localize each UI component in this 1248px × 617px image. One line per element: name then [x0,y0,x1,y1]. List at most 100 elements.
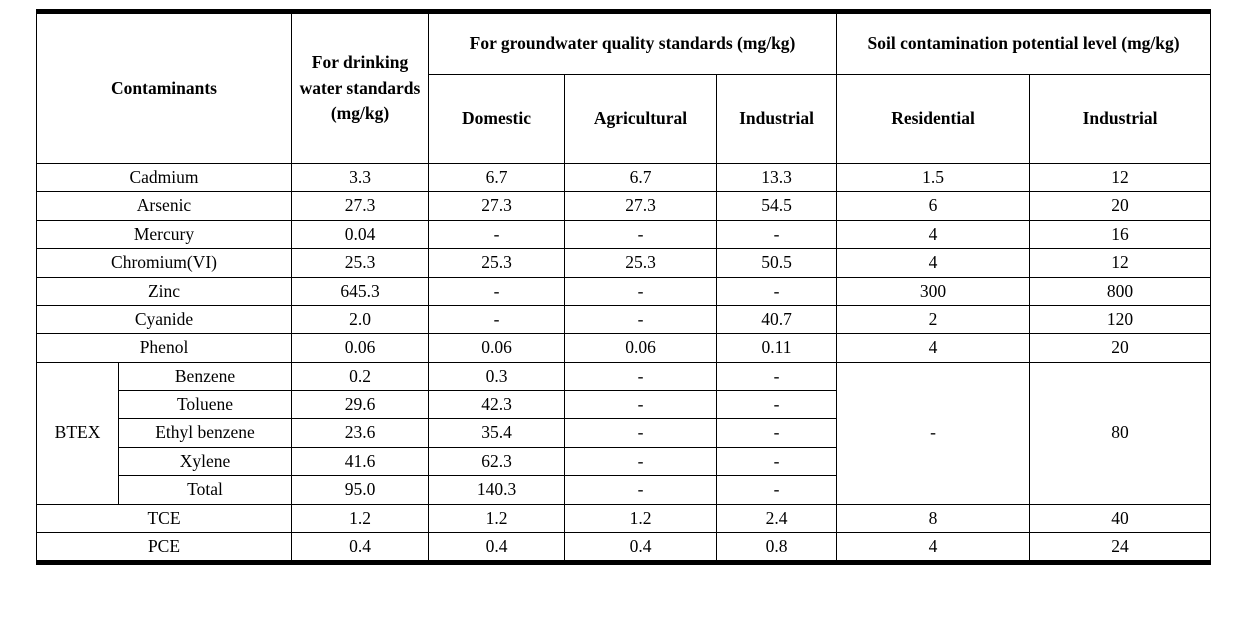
value-cell: 0.06 [291,333,429,363]
header-domestic: Domestic [428,74,565,164]
table-row-btex-total: Total 95.0 140.3 - - [37,475,1211,505]
value-cell: 40.7 [715,304,838,335]
value-cell: 3.3 [291,162,429,193]
header-sub-row: Domestic Agricultural Industrial Residen… [37,74,1212,164]
value-cell: 6.7 [564,162,717,193]
table-row-cadmium: Cadmium 3.3 6.7 6.7 13.3 1.5 12 [36,162,1212,193]
table-row-pce: PCE 0.4 0.4 0.4 0.8 4 24 [36,531,1212,564]
value-cell: 1.2 [564,503,717,533]
header-industrial-soil: Industrial [1029,74,1212,164]
value-cell: 27.3 [291,191,429,221]
value-cell: 0.2 [291,361,429,392]
value-cell: 62.3 [428,446,565,477]
table-body: Cadmium 3.3 6.7 6.7 13.3 1.5 12 Arsenic … [36,162,1212,564]
row-label: Phenol [36,333,292,363]
value-cell: 6.7 [428,162,565,193]
value-cell: 12 [1029,248,1212,278]
row-label: Cadmium [36,162,292,193]
value-cell: - [564,276,717,306]
row-label: Benzene [118,361,292,392]
table-row-xylene: Xylene 41.6 62.3 - - [37,446,1211,477]
row-label: PCE [36,531,292,564]
value-cell: 27.3 [428,191,565,221]
value-cell: - [564,389,717,420]
row-label: Total [118,475,292,505]
value-cell: 0.4 [291,531,429,564]
value-cell: - [428,276,565,306]
row-label: TCE [36,503,292,533]
row-label: Cyanide [36,304,292,335]
table-row-cyanide: Cyanide 2.0 - - 40.7 2 120 [36,304,1212,335]
value-cell: 41.6 [291,446,429,477]
value-cell: 25.3 [291,248,429,278]
value-cell: 4 [836,248,1031,278]
value-cell: 40 [1029,503,1212,533]
value-cell: - [564,475,717,505]
value-cell: - [715,446,838,477]
value-cell: 6 [836,191,1031,221]
header-contaminants: Contaminants [36,11,292,164]
value-cell: 54.5 [715,191,838,221]
row-label: Toluene [118,389,292,420]
row-label: Xylene [118,446,292,477]
value-cell: 8 [836,503,1031,533]
value-cell: 16 [1029,219,1212,250]
value-cell: 140.3 [428,475,565,505]
value-cell: 20 [1029,191,1212,221]
table-header: Contaminants For drinking water standard… [36,11,1212,164]
value-cell: 0.04 [291,219,429,250]
value-cell: 300 [836,276,1031,306]
table-row-benzene: BTEX Benzene 0.2 0.3 - - - 80 [36,361,1212,505]
value-cell: 23.6 [291,418,429,448]
table-row-arsenic: Arsenic 27.3 27.3 27.3 54.5 6 20 [36,191,1212,221]
header-soil-group: Soil contamination potential level (mg/k… [836,11,1212,75]
value-cell: 35.4 [428,418,565,448]
value-cell: 4 [836,333,1031,363]
value-cell: - [564,219,717,250]
value-cell: - [564,304,717,335]
value-cell: 0.8 [715,531,838,564]
value-cell: - [564,446,717,477]
value-cell: - [715,219,838,250]
header-industrial-gw: Industrial [715,74,838,164]
header-group-row: Contaminants For drinking water standard… [36,11,1212,164]
value-cell: 645.3 [291,276,429,306]
table-row-chromium: Chromium(VI) 25.3 25.3 25.3 50.5 4 12 [36,248,1212,278]
row-label: Arsenic [36,191,292,221]
value-cell: 1.2 [428,503,565,533]
value-cell: - [715,475,838,505]
value-cell: 95.0 [291,475,429,505]
value-cell: 24 [1029,531,1212,564]
contaminant-standards-table: Contaminants For drinking water standard… [36,9,1212,566]
value-cell: 29.6 [291,389,429,420]
value-cell: 2.4 [715,503,838,533]
value-cell: 2.0 [291,304,429,335]
value-cell: 27.3 [564,191,717,221]
header-drinking-water: For drinking water standards (mg/kg) [291,11,429,164]
value-cell: - [715,361,838,392]
table-row-mercury: Mercury 0.04 - - - 4 16 [36,219,1212,250]
value-cell: 120 [1029,304,1212,335]
value-cell: - [715,389,838,420]
value-cell: 20 [1029,333,1212,363]
value-cell: 4 [836,531,1031,564]
header-residential: Residential [836,74,1031,164]
header-groundwater-group: For groundwater quality standards (mg/kg… [427,11,838,75]
row-label: Chromium(VI) [36,248,292,278]
value-cell: 0.11 [715,333,838,363]
table-row-phenol: Phenol 0.06 0.06 0.06 0.11 4 20 [36,333,1212,363]
row-label: Ethyl benzene [118,418,292,448]
table-row-tce: TCE 1.2 1.2 1.2 2.4 8 40 [36,503,1212,533]
btex-residential-cell: - [836,361,1031,505]
value-cell: - [564,361,717,392]
value-cell: 1.2 [291,503,429,533]
value-cell: 4 [836,219,1031,250]
btex-industrial-cell: 80 [1029,361,1212,505]
value-cell: 1.5 [836,162,1031,193]
value-cell: 800 [1029,276,1212,306]
value-cell: 0.4 [428,531,565,564]
value-cell: - [428,219,565,250]
value-cell: 25.3 [564,248,717,278]
value-cell: 50.5 [715,248,838,278]
